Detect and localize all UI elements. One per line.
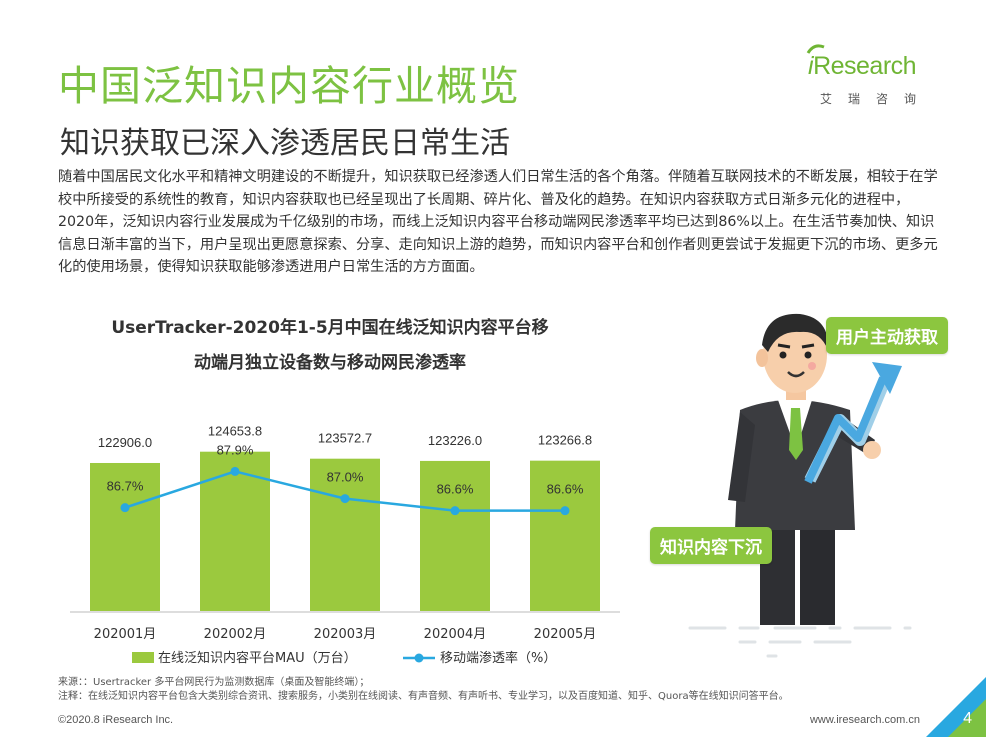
badge-content-sinking: 知识内容下沉: [650, 527, 772, 564]
penetration-value-label: 86.7%: [107, 479, 144, 494]
penetration-point: [450, 506, 460, 516]
logo-swoosh-icon: [806, 44, 825, 54]
x-tick-label: 202003月: [314, 627, 377, 642]
iresearch-logo: iResearch 艾瑞咨询: [806, 44, 938, 112]
penetration-point: [340, 494, 350, 504]
bar: [90, 462, 160, 611]
x-tick-label: 202002月: [204, 627, 267, 642]
penetration-value-label: 87.9%: [217, 442, 254, 457]
badge-user-active: 用户主动获取: [826, 317, 948, 354]
penetration-point: [560, 506, 570, 516]
bar-value-label: 122906.0: [98, 435, 152, 450]
chart-title-line-1: UserTracker-2020年1-5月中国在线泛知识内容平台移: [111, 318, 549, 338]
note-text: 注释：在线泛知识内容平台包含大类别综合资讯、搜索服务，小类别在线阅读、有声音频、…: [58, 691, 789, 702]
page-subtitle: 知识获取已深入渗透居民日常生活: [60, 126, 510, 161]
legend-bar-swatch: [132, 652, 154, 663]
x-tick-label: 202005月: [534, 627, 597, 642]
bar-value-label: 124653.8: [208, 424, 262, 439]
bar: [310, 458, 380, 611]
penetration-value-label: 87.0%: [327, 470, 364, 485]
source-text: 来源：：Usertracker 多平台网民行为监测数据库（桌面及智能终端）；: [58, 677, 370, 688]
penetration-point: [230, 466, 240, 476]
legend-bar-label: 在线泛知识内容平台MAU（万台）: [158, 650, 357, 666]
penetration-point: [120, 503, 130, 513]
businessman-with-rising-arrow-icon: [688, 313, 912, 658]
bar-value-label: 123266.8: [538, 433, 592, 448]
penetration-value-label: 86.6%: [547, 482, 584, 497]
logo-text: iResearch: [808, 52, 917, 81]
x-tick-label: 202001月: [94, 627, 157, 642]
x-tick-label: 202004月: [424, 627, 487, 642]
bar-value-label: 123572.7: [318, 431, 372, 446]
bar: [420, 460, 490, 611]
mau-penetration-chart: 122906.0 124653.8 123572.7 123226.0 123266.8…: [70, 424, 620, 666]
logo-i: i: [808, 52, 814, 80]
bar-value-label: 123226.0: [428, 433, 482, 448]
bar: [530, 460, 600, 611]
legend-line-label: 移动端渗透率（%）: [440, 650, 556, 666]
corner-decoration: [926, 677, 986, 737]
chart-title-line-2: 动端月独立设备数与移动网民渗透率: [194, 353, 466, 373]
page-title: 中国泛知识内容行业概览: [58, 62, 520, 110]
legend-line-marker: [414, 653, 424, 663]
penetration-value-label: 86.6%: [437, 482, 474, 497]
source-notes: 来源：：Usertracker 多平台网民行为监测数据库（桌面及智能终端）； 注…: [58, 676, 789, 704]
intro-paragraph: 随着中国居民文化水平和精神文明建设的不断提升，知识获取已经渗透人们日常生活的各个…: [58, 169, 938, 275]
copyright: ©2020.8 iResearch Inc.: [58, 714, 174, 726]
website: www.iresearch.com.cn: [809, 714, 920, 726]
page-number: 4: [963, 710, 972, 727]
logo-research: Research: [813, 52, 917, 80]
logo-chinese: 艾瑞咨询: [820, 92, 933, 106]
